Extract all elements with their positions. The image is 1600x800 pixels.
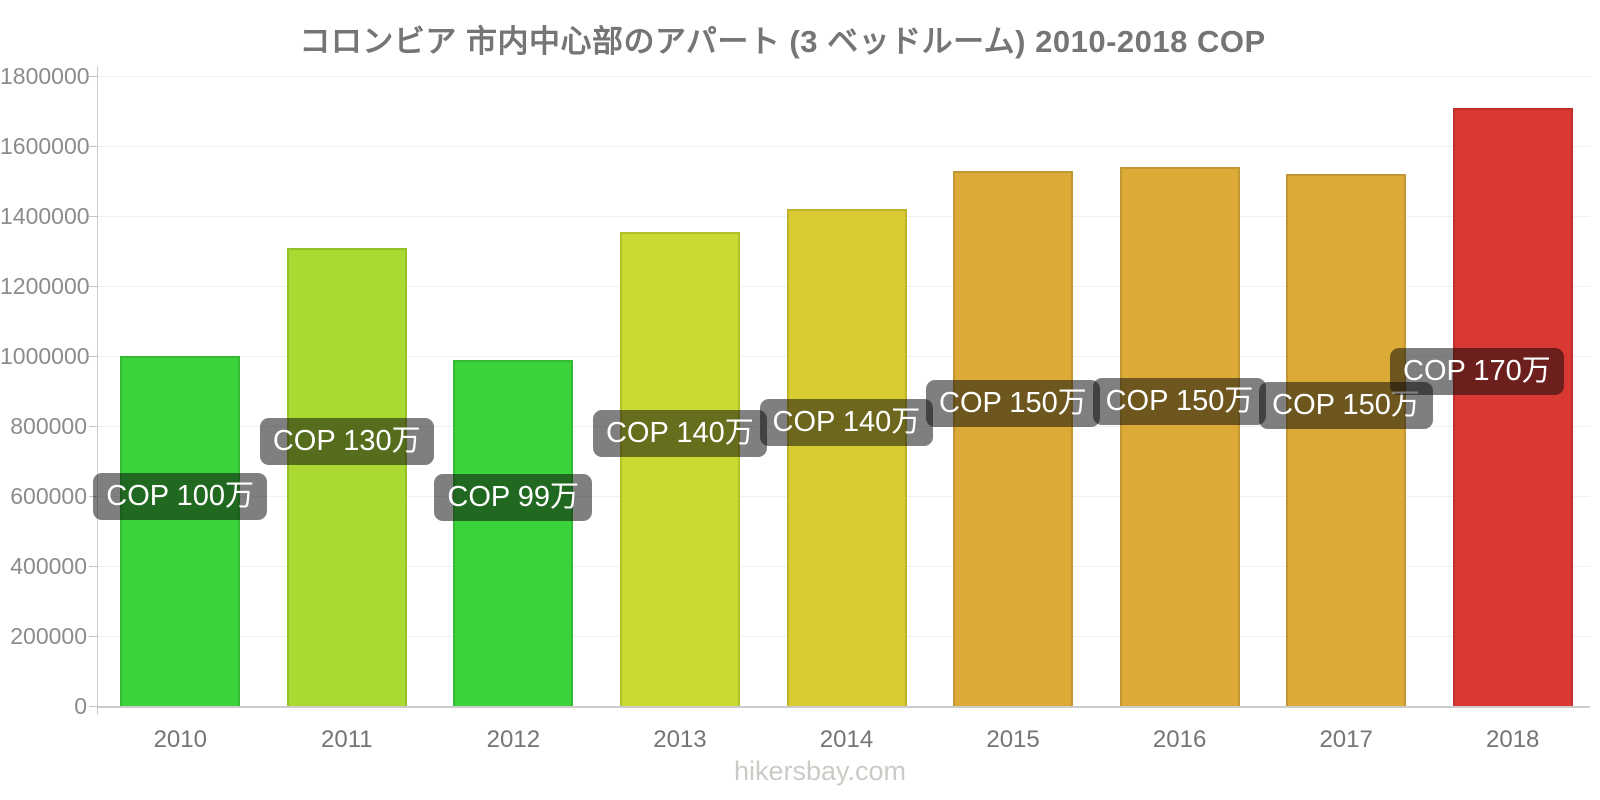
bar-value-label-2016: COP 150万: [1092, 378, 1267, 425]
x-axis-label-2012: 2012: [486, 726, 541, 753]
bar-2010[interactable]: [120, 356, 241, 706]
gridline: [97, 76, 1590, 77]
y-axis-tick: [89, 706, 97, 707]
y-axis-tick: [89, 146, 97, 147]
y-axis-tick-label: 200000: [10, 623, 87, 649]
bar-value-label-2015: COP 150万: [926, 379, 1100, 427]
bar-2011[interactable]: [286, 247, 407, 706]
y-axis-tick-label: 1600000: [0, 133, 90, 159]
x-axis-label-2018: 2018: [1486, 726, 1540, 753]
footer-link[interactable]: hikersbay.com: [733, 756, 907, 786]
y-axis-tick-label: 1200000: [0, 273, 90, 299]
y-axis-tick: [89, 566, 97, 567]
y-axis-tick: [89, 356, 97, 357]
x-axis-label-2014: 2014: [819, 726, 874, 753]
bar-value-label-2010: COP 100万: [93, 472, 268, 520]
x-axis-tick: [97, 706, 98, 714]
y-axis-tick-label: 800000: [10, 413, 87, 439]
bar-value-label-2018: COP 170万: [1390, 348, 1564, 396]
y-axis-tick-label: 1400000: [0, 203, 90, 229]
y-axis-tick: [89, 636, 97, 637]
bar-2018[interactable]: [1452, 107, 1573, 706]
chart-title: コロンビア 市内中心部のアパート (3 ベッドルーム) 2010-2018 CO…: [299, 24, 1266, 59]
bar-2013[interactable]: [619, 231, 740, 706]
x-axis-label-2010: 2010: [153, 726, 207, 753]
x-axis-label-2017: 2017: [1319, 726, 1373, 753]
x-axis-label-2016: 2016: [1152, 726, 1207, 753]
x-axis-label-2015: 2015: [986, 726, 1040, 753]
y-axis-tick: [89, 216, 97, 217]
y-axis-tick-label: 400000: [10, 553, 87, 579]
y-axis-tick: [89, 286, 97, 287]
bar-2014[interactable]: [786, 209, 907, 706]
x-axis-label-2011: 2011: [321, 726, 373, 753]
bar-value-label-2017: COP 150万: [1259, 381, 1433, 429]
y-axis-line: [97, 66, 98, 714]
y-axis-tick: [89, 496, 97, 497]
y-axis-tick-label: 0: [74, 693, 87, 719]
bar-2012[interactable]: [453, 359, 574, 706]
gridline: [97, 146, 1590, 147]
bar-value-label-2013: COP 140万: [592, 410, 767, 458]
y-axis-tick: [89, 426, 97, 427]
bar-2016[interactable]: [1119, 167, 1240, 706]
y-axis-tick: [89, 76, 97, 77]
y-axis-tick-label: 1800000: [0, 63, 90, 89]
x-axis-line: [97, 706, 1590, 708]
bar-2017[interactable]: [1286, 174, 1407, 706]
bar-value-label-2012: COP 99万: [434, 474, 593, 522]
bar-2015[interactable]: [953, 170, 1074, 706]
y-axis-tick-label: 600000: [10, 483, 87, 509]
bar-value-label-2011: COP 130万: [259, 418, 434, 466]
x-axis-label-2013: 2013: [653, 726, 707, 753]
bar-value-label-2014: COP 140万: [759, 399, 934, 446]
y-axis-tick-label: 1000000: [0, 343, 90, 369]
